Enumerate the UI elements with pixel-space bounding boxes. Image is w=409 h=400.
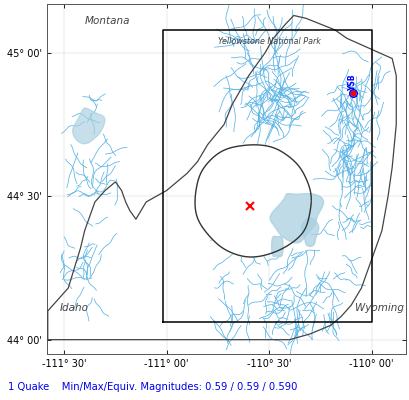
Text: Montana: Montana bbox=[85, 16, 130, 26]
Polygon shape bbox=[270, 194, 323, 243]
Polygon shape bbox=[72, 108, 105, 144]
Polygon shape bbox=[271, 236, 283, 256]
Polygon shape bbox=[301, 218, 318, 246]
Text: YSB: YSB bbox=[347, 74, 356, 91]
Text: Yellowstone National Park: Yellowstone National Park bbox=[218, 37, 320, 46]
Text: Wyoming: Wyoming bbox=[355, 303, 403, 313]
Text: Idaho: Idaho bbox=[60, 303, 89, 313]
Polygon shape bbox=[195, 145, 310, 257]
Text: 1 Quake    Min/Max/Equiv. Magnitudes: 0.59 / 0.59 / 0.590: 1 Quake Min/Max/Equiv. Magnitudes: 0.59 … bbox=[8, 382, 297, 392]
